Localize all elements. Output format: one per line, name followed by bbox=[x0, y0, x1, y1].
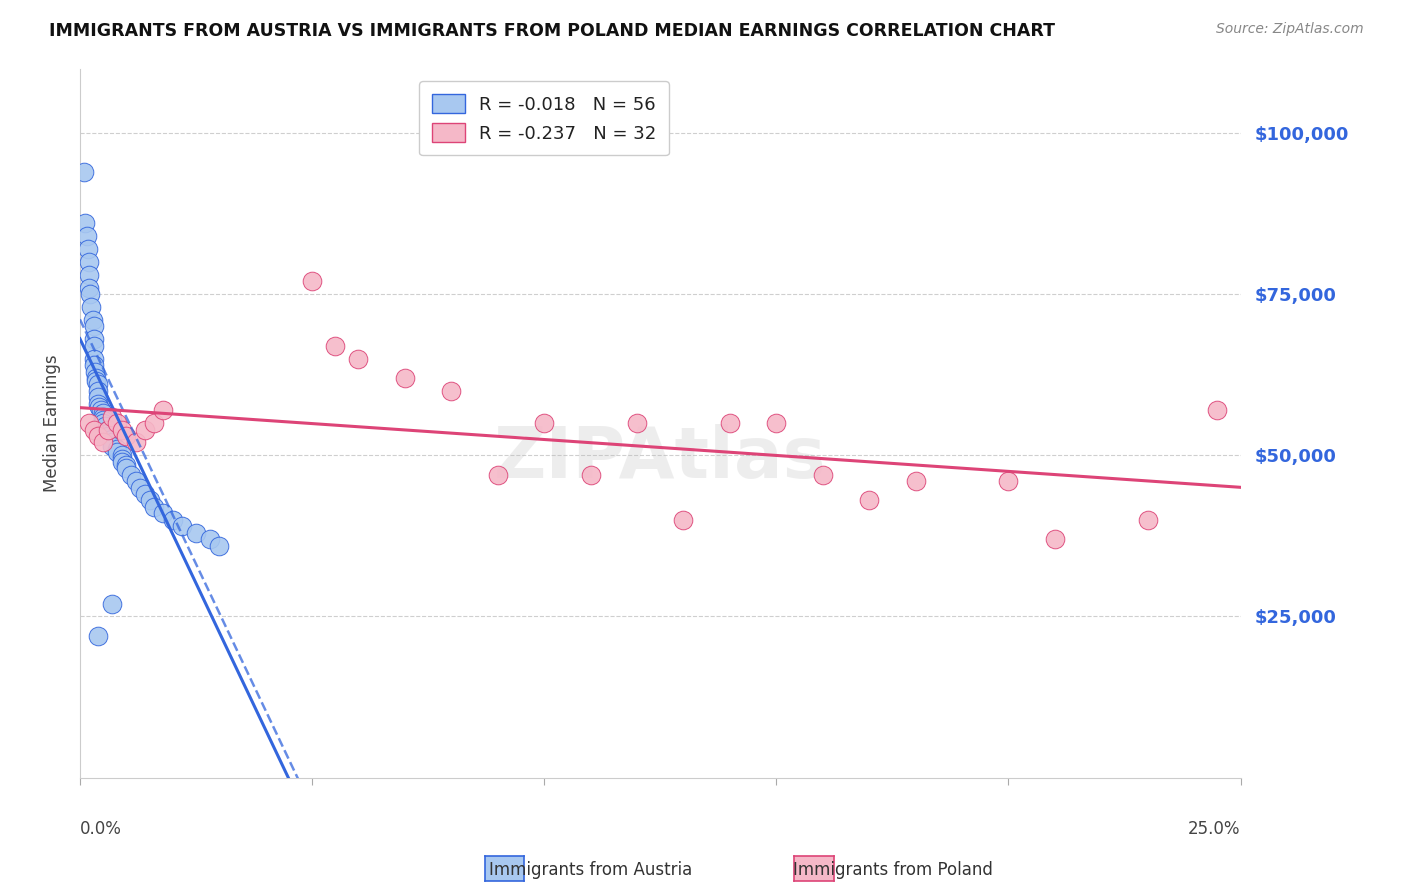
Point bbox=[82, 313, 104, 327]
Point bbox=[87, 377, 110, 392]
Point bbox=[105, 445, 128, 459]
Point bbox=[87, 629, 110, 643]
Point bbox=[347, 351, 370, 366]
Point bbox=[486, 467, 509, 482]
Point bbox=[79, 287, 101, 301]
Point bbox=[124, 474, 146, 488]
Point bbox=[858, 493, 880, 508]
Legend: R = -0.018   N = 56, R = -0.237   N = 32: R = -0.018 N = 56, R = -0.237 N = 32 bbox=[419, 81, 669, 155]
Text: IMMIGRANTS FROM AUSTRIA VS IMMIGRANTS FROM POLAND MEDIAN EARNINGS CORRELATION CH: IMMIGRANTS FROM AUSTRIA VS IMMIGRANTS FR… bbox=[49, 22, 1056, 40]
Point bbox=[83, 364, 105, 378]
Point bbox=[904, 474, 927, 488]
Point bbox=[91, 409, 114, 424]
Point bbox=[83, 319, 105, 334]
Point bbox=[152, 403, 174, 417]
Point bbox=[111, 448, 134, 462]
Point bbox=[120, 467, 142, 482]
Point bbox=[90, 403, 112, 417]
Point bbox=[84, 374, 107, 388]
Text: Immigrants from Austria: Immigrants from Austria bbox=[489, 861, 692, 879]
Text: ZIPAtlas: ZIPAtlas bbox=[494, 424, 827, 493]
Point bbox=[83, 332, 105, 346]
Point bbox=[97, 423, 120, 437]
Point bbox=[83, 358, 105, 372]
Point bbox=[83, 423, 105, 437]
Point bbox=[101, 597, 124, 611]
Point bbox=[394, 371, 416, 385]
Text: 0.0%: 0.0% bbox=[80, 821, 122, 838]
Point bbox=[105, 416, 128, 430]
Point bbox=[77, 281, 100, 295]
Point bbox=[97, 423, 120, 437]
Point bbox=[1043, 532, 1066, 546]
Point bbox=[440, 384, 463, 398]
Text: Immigrants from Poland: Immigrants from Poland bbox=[793, 861, 993, 879]
Point bbox=[83, 351, 105, 366]
Point bbox=[134, 487, 156, 501]
Point bbox=[323, 339, 346, 353]
Point bbox=[111, 455, 134, 469]
Point bbox=[91, 416, 114, 430]
Point bbox=[84, 371, 107, 385]
Point bbox=[184, 525, 207, 540]
Text: 25.0%: 25.0% bbox=[1188, 821, 1240, 838]
Point bbox=[626, 416, 648, 430]
Point bbox=[77, 255, 100, 269]
Point bbox=[579, 467, 602, 482]
Point bbox=[143, 500, 166, 514]
Point bbox=[91, 413, 114, 427]
Point bbox=[101, 439, 124, 453]
Point bbox=[1136, 513, 1159, 527]
Point bbox=[77, 242, 100, 256]
Point bbox=[811, 467, 834, 482]
Point bbox=[170, 519, 193, 533]
Point bbox=[115, 429, 138, 443]
Point bbox=[198, 532, 221, 546]
Point bbox=[83, 339, 105, 353]
Point bbox=[101, 409, 124, 424]
Point bbox=[162, 513, 184, 527]
Point bbox=[718, 416, 741, 430]
Point bbox=[138, 493, 160, 508]
Point bbox=[101, 435, 124, 450]
Point bbox=[997, 474, 1019, 488]
Point bbox=[124, 435, 146, 450]
Point bbox=[1206, 403, 1229, 417]
Point bbox=[72, 164, 94, 178]
Point bbox=[77, 268, 100, 282]
Point bbox=[77, 416, 100, 430]
Point bbox=[101, 432, 124, 446]
Point bbox=[115, 461, 138, 475]
Point bbox=[672, 513, 695, 527]
Point bbox=[533, 416, 555, 430]
Point bbox=[80, 300, 103, 314]
Point bbox=[111, 451, 134, 466]
Point bbox=[75, 216, 97, 230]
Point bbox=[94, 419, 117, 434]
Point bbox=[76, 229, 98, 244]
Point bbox=[87, 397, 110, 411]
Point bbox=[152, 506, 174, 520]
Point bbox=[87, 390, 110, 404]
Point bbox=[91, 435, 114, 450]
Point bbox=[105, 442, 128, 456]
Point bbox=[129, 481, 152, 495]
Point bbox=[111, 423, 134, 437]
Point bbox=[87, 384, 110, 398]
Point bbox=[89, 400, 111, 414]
Point bbox=[208, 539, 231, 553]
Y-axis label: Median Earnings: Median Earnings bbox=[44, 354, 60, 491]
Point bbox=[115, 458, 138, 472]
Point bbox=[134, 423, 156, 437]
Point bbox=[765, 416, 787, 430]
Point bbox=[97, 425, 120, 440]
Text: Source: ZipAtlas.com: Source: ZipAtlas.com bbox=[1216, 22, 1364, 37]
Point bbox=[97, 429, 120, 443]
Point bbox=[87, 429, 110, 443]
Point bbox=[91, 406, 114, 420]
Point bbox=[143, 416, 166, 430]
Point bbox=[301, 274, 323, 288]
